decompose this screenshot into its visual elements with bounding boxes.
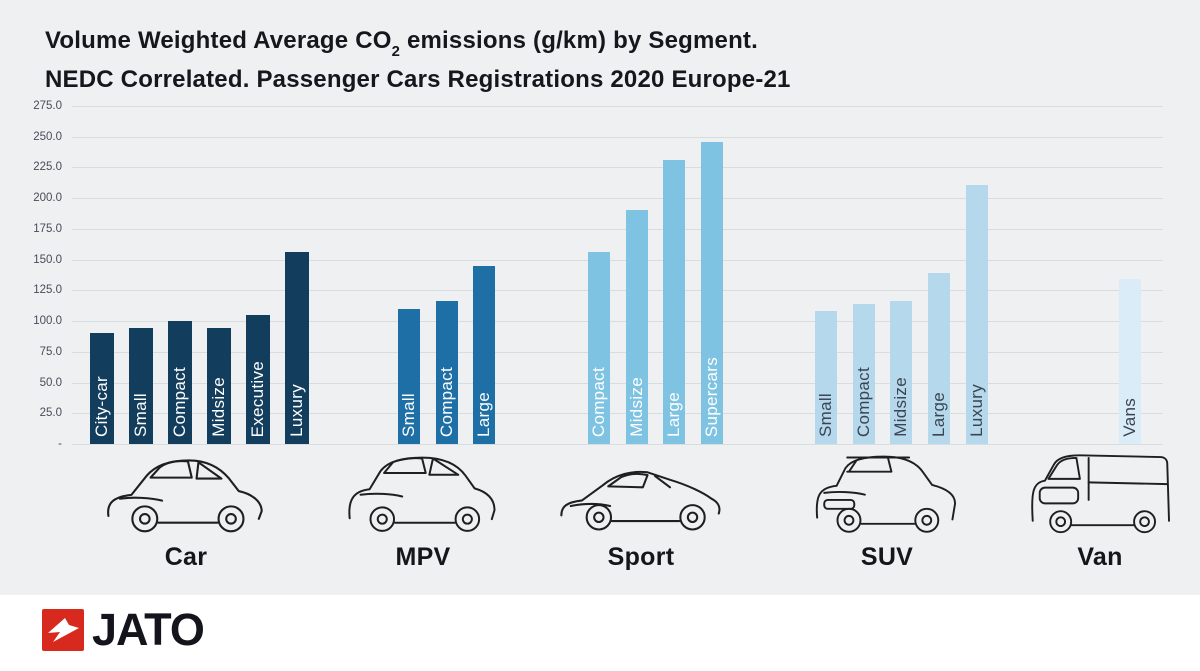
jato-logo-mark-icon xyxy=(42,609,84,651)
bar-label: Compact xyxy=(436,366,456,437)
bar-label: Large xyxy=(929,392,949,437)
gridline-125 xyxy=(72,290,1163,292)
bar-label: Small xyxy=(399,392,418,437)
y-axis-tick-label: 250.0 xyxy=(33,130,62,143)
segment-label-sport: Sport xyxy=(607,543,675,571)
bar-label: Large xyxy=(664,392,684,437)
mpv-illustration-icon xyxy=(348,456,496,532)
bar-car-luxury: Luxury xyxy=(285,252,309,444)
sport-car-illustration-icon xyxy=(560,470,721,531)
vehicle-group-car: Car xyxy=(88,443,284,572)
title-co2-subscript: 2 xyxy=(391,43,401,60)
chart-title: Volume Weighted Average CO2 emissions (g… xyxy=(45,26,791,95)
bar-label: City-car xyxy=(92,376,111,437)
bar-label: Midsize xyxy=(209,377,228,437)
jato-logo-text: JATO xyxy=(92,604,205,655)
y-axis-tick-label: 200.0 xyxy=(33,192,62,205)
van-illustration-icon xyxy=(1031,454,1170,534)
y-axis-tick-label: 125.0 xyxy=(33,284,62,297)
bar-label: Luxury xyxy=(287,384,306,437)
bar-suv-luxury: Luxury xyxy=(965,184,988,444)
bar-label: Small xyxy=(131,392,150,437)
gridline-150 xyxy=(72,259,1163,261)
vehicle-group-van: Van xyxy=(1012,443,1188,572)
bar-car-city-car: City-car xyxy=(90,333,114,444)
segment-label-van: Van xyxy=(1077,543,1123,571)
y-axis-tick-label: 75.0 xyxy=(39,345,62,358)
bar-car-midsize: Midsize xyxy=(207,328,231,444)
suv-illustration-icon xyxy=(815,455,957,533)
gridline-250 xyxy=(72,136,1163,138)
gridline-225 xyxy=(72,167,1163,169)
bar-mpv-compact: Compact xyxy=(435,301,458,444)
bar-label: Executive xyxy=(248,360,267,437)
gridline-200 xyxy=(72,198,1163,200)
car-illustration-icon xyxy=(107,459,263,533)
bar-label: Compact xyxy=(170,366,189,437)
y-axis-tick-label: 150.0 xyxy=(33,253,62,266)
gridline-275 xyxy=(72,106,1163,107)
segment-label-mpv: MPV xyxy=(395,543,451,571)
bar-suv-compact: Compact xyxy=(852,303,875,444)
vehicle-group-mpv: MPV xyxy=(333,443,513,572)
y-axis-tick-label: 175.0 xyxy=(33,222,62,235)
bar-label: Large xyxy=(474,392,494,437)
bar-van-vans: Vans xyxy=(1119,279,1141,444)
gridline-75 xyxy=(72,351,1163,353)
bar-label: Compact xyxy=(853,366,873,437)
plot-area: 275.0 250.0 225.0 200.0 175.0 150.0 125.0 100.0… xyxy=(33,100,1163,450)
bar-sport-compact: Compact xyxy=(588,252,610,444)
vehicle-group-sport: Sport xyxy=(548,443,734,572)
title-line2: NEDC Correlated. Passenger Cars Registra… xyxy=(45,65,791,93)
bar-label: Midsize xyxy=(891,377,911,437)
bar-car-small: Small xyxy=(129,328,153,444)
title-line1-suffix: emissions (g/km) by Segment. xyxy=(400,27,758,54)
bar-sport-midsize: Midsize xyxy=(625,210,648,444)
bar-suv-large: Large xyxy=(928,273,951,444)
bar-mpv-large: Large xyxy=(473,265,496,444)
y-axis-tick-label: 50.0 xyxy=(39,376,62,389)
bar-suv-small: Small xyxy=(815,311,837,444)
y-axis-tick-label: 225.0 xyxy=(33,161,62,174)
bar-label: Midsize xyxy=(626,377,646,437)
vehicle-group-suv: SUV xyxy=(798,443,976,572)
bar-label: Supercars xyxy=(702,356,722,437)
bar-label: Small xyxy=(816,392,835,437)
gridline-25 xyxy=(72,413,1163,415)
y-axis-tick-label: 25.0 xyxy=(39,407,62,420)
bar-sport-large: Large xyxy=(663,160,686,444)
bar-suv-midsize: Midsize xyxy=(890,301,913,444)
gridline-0 xyxy=(72,444,1163,445)
segment-label-suv: SUV xyxy=(860,543,914,571)
bar-mpv-small: Small xyxy=(398,308,420,444)
y-axis-tick-label: - xyxy=(58,438,62,450)
jato-logo: JATO xyxy=(42,604,205,655)
gridline-175 xyxy=(72,228,1163,230)
bar-label: Compact xyxy=(589,366,608,437)
y-axis-tick-label: 275.0 xyxy=(33,100,62,112)
footer: JATO xyxy=(0,595,1200,671)
segment-label-car: Car xyxy=(164,543,208,571)
y-axis-tick-label: 100.0 xyxy=(33,315,62,328)
gridline-100 xyxy=(72,321,1163,323)
title-line1-prefix: Volume Weighted Average CO xyxy=(45,27,392,54)
bar-label: Vans xyxy=(1120,398,1139,437)
gridline-50 xyxy=(72,382,1163,384)
bar-label: Luxury xyxy=(966,384,986,437)
bar-car-compact: Compact xyxy=(168,321,192,444)
bar-car-executive: Executive xyxy=(246,314,270,444)
bar-sport-supercars: Supercars xyxy=(701,141,724,444)
